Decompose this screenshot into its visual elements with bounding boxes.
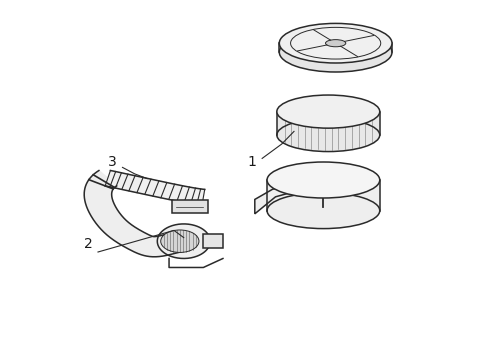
FancyBboxPatch shape [172,200,208,213]
Ellipse shape [267,162,380,198]
Polygon shape [105,171,205,205]
Text: 2: 2 [84,237,93,251]
Text: 1: 1 [248,154,257,168]
Polygon shape [267,180,380,211]
Polygon shape [255,184,304,214]
Ellipse shape [305,104,351,119]
Ellipse shape [277,118,380,152]
Text: 3: 3 [108,154,117,168]
Ellipse shape [291,100,366,123]
Ellipse shape [279,23,392,63]
Ellipse shape [325,40,346,47]
Ellipse shape [277,95,380,128]
Bar [203,234,223,248]
Ellipse shape [267,193,380,229]
Polygon shape [277,112,380,135]
Polygon shape [157,224,210,258]
Polygon shape [84,171,184,257]
Ellipse shape [279,32,392,72]
Ellipse shape [161,230,199,252]
